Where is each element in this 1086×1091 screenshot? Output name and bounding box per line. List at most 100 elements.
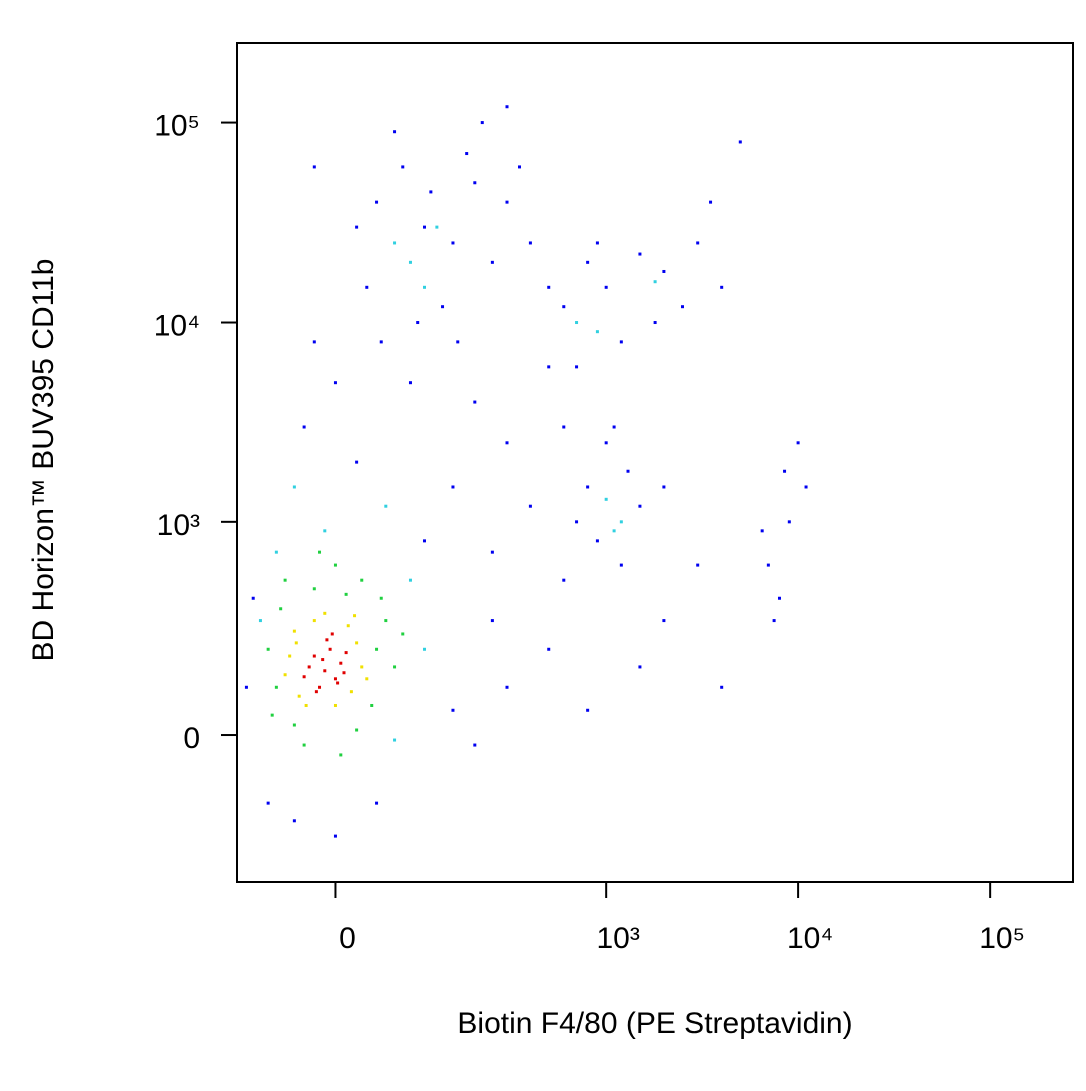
- point: [244, 685, 248, 689]
- point: [473, 743, 477, 747]
- y-tick-label: 10⁵: [154, 109, 200, 142]
- point: [297, 694, 301, 698]
- point: [662, 269, 666, 273]
- point: [408, 260, 412, 264]
- point: [251, 596, 255, 600]
- point: [384, 619, 388, 623]
- point: [318, 550, 322, 554]
- point: [375, 801, 379, 805]
- point: [595, 330, 599, 334]
- point: [342, 671, 346, 675]
- x-tick-label: 10⁵: [979, 922, 1025, 955]
- point: [638, 665, 642, 669]
- point: [422, 539, 426, 543]
- point: [365, 285, 369, 289]
- point: [528, 241, 532, 245]
- point: [586, 260, 590, 264]
- point: [283, 673, 287, 677]
- point: [787, 520, 791, 524]
- point: [680, 305, 684, 309]
- point: [575, 321, 579, 325]
- point: [274, 685, 278, 689]
- x-tick-label: 0: [339, 922, 356, 955]
- point: [575, 520, 579, 524]
- point: [355, 460, 359, 464]
- point: [312, 619, 316, 623]
- point: [490, 550, 494, 554]
- point: [393, 738, 397, 742]
- point: [653, 321, 657, 325]
- point: [451, 241, 455, 245]
- point: [258, 619, 262, 623]
- point: [562, 578, 566, 582]
- point: [323, 529, 327, 533]
- point: [505, 105, 509, 109]
- point: [328, 647, 332, 651]
- point: [696, 563, 700, 567]
- point: [662, 485, 666, 489]
- point: [307, 665, 311, 669]
- point: [416, 321, 420, 325]
- point: [586, 485, 590, 489]
- point: [266, 801, 270, 805]
- point: [304, 703, 308, 707]
- point: [465, 152, 469, 156]
- point: [384, 504, 388, 508]
- point: [312, 587, 316, 591]
- point: [547, 285, 551, 289]
- point: [490, 619, 494, 623]
- point: [360, 578, 364, 582]
- point: [435, 225, 439, 229]
- point: [505, 441, 509, 445]
- point: [441, 305, 445, 309]
- point: [562, 305, 566, 309]
- point: [279, 607, 283, 611]
- point: [422, 285, 426, 289]
- point: [375, 200, 379, 204]
- point: [528, 504, 532, 508]
- point: [323, 611, 327, 615]
- point: [422, 647, 426, 651]
- point: [325, 638, 329, 642]
- point: [473, 400, 477, 404]
- point: [355, 728, 359, 732]
- point: [318, 685, 322, 689]
- point: [422, 225, 426, 229]
- point: [393, 665, 397, 669]
- point: [772, 619, 776, 623]
- point: [274, 550, 278, 554]
- point: [336, 681, 340, 685]
- point: [720, 685, 724, 689]
- point: [344, 651, 348, 655]
- point: [333, 703, 337, 707]
- point: [292, 485, 296, 489]
- point: [401, 632, 405, 636]
- point: [294, 641, 298, 645]
- point: [505, 200, 509, 204]
- point: [393, 241, 397, 245]
- point: [638, 504, 642, 508]
- point: [586, 708, 590, 712]
- point: [738, 140, 742, 144]
- y-tick-label: 0: [183, 722, 200, 755]
- point: [401, 165, 405, 169]
- point: [379, 596, 383, 600]
- point: [456, 340, 460, 344]
- point: [346, 624, 350, 628]
- point: [302, 425, 306, 429]
- point: [408, 381, 412, 385]
- point: [266, 647, 270, 651]
- y-axis-label: BD Horizon™ BUV395 CD11b: [27, 259, 60, 662]
- point: [302, 675, 306, 679]
- point: [312, 165, 316, 169]
- point: [760, 529, 764, 533]
- point: [619, 340, 623, 344]
- plot-frame: [236, 42, 1074, 883]
- point: [355, 641, 359, 645]
- y-tick-label: 10⁴: [154, 309, 200, 342]
- point: [370, 703, 374, 707]
- point: [312, 654, 316, 658]
- point: [638, 252, 642, 256]
